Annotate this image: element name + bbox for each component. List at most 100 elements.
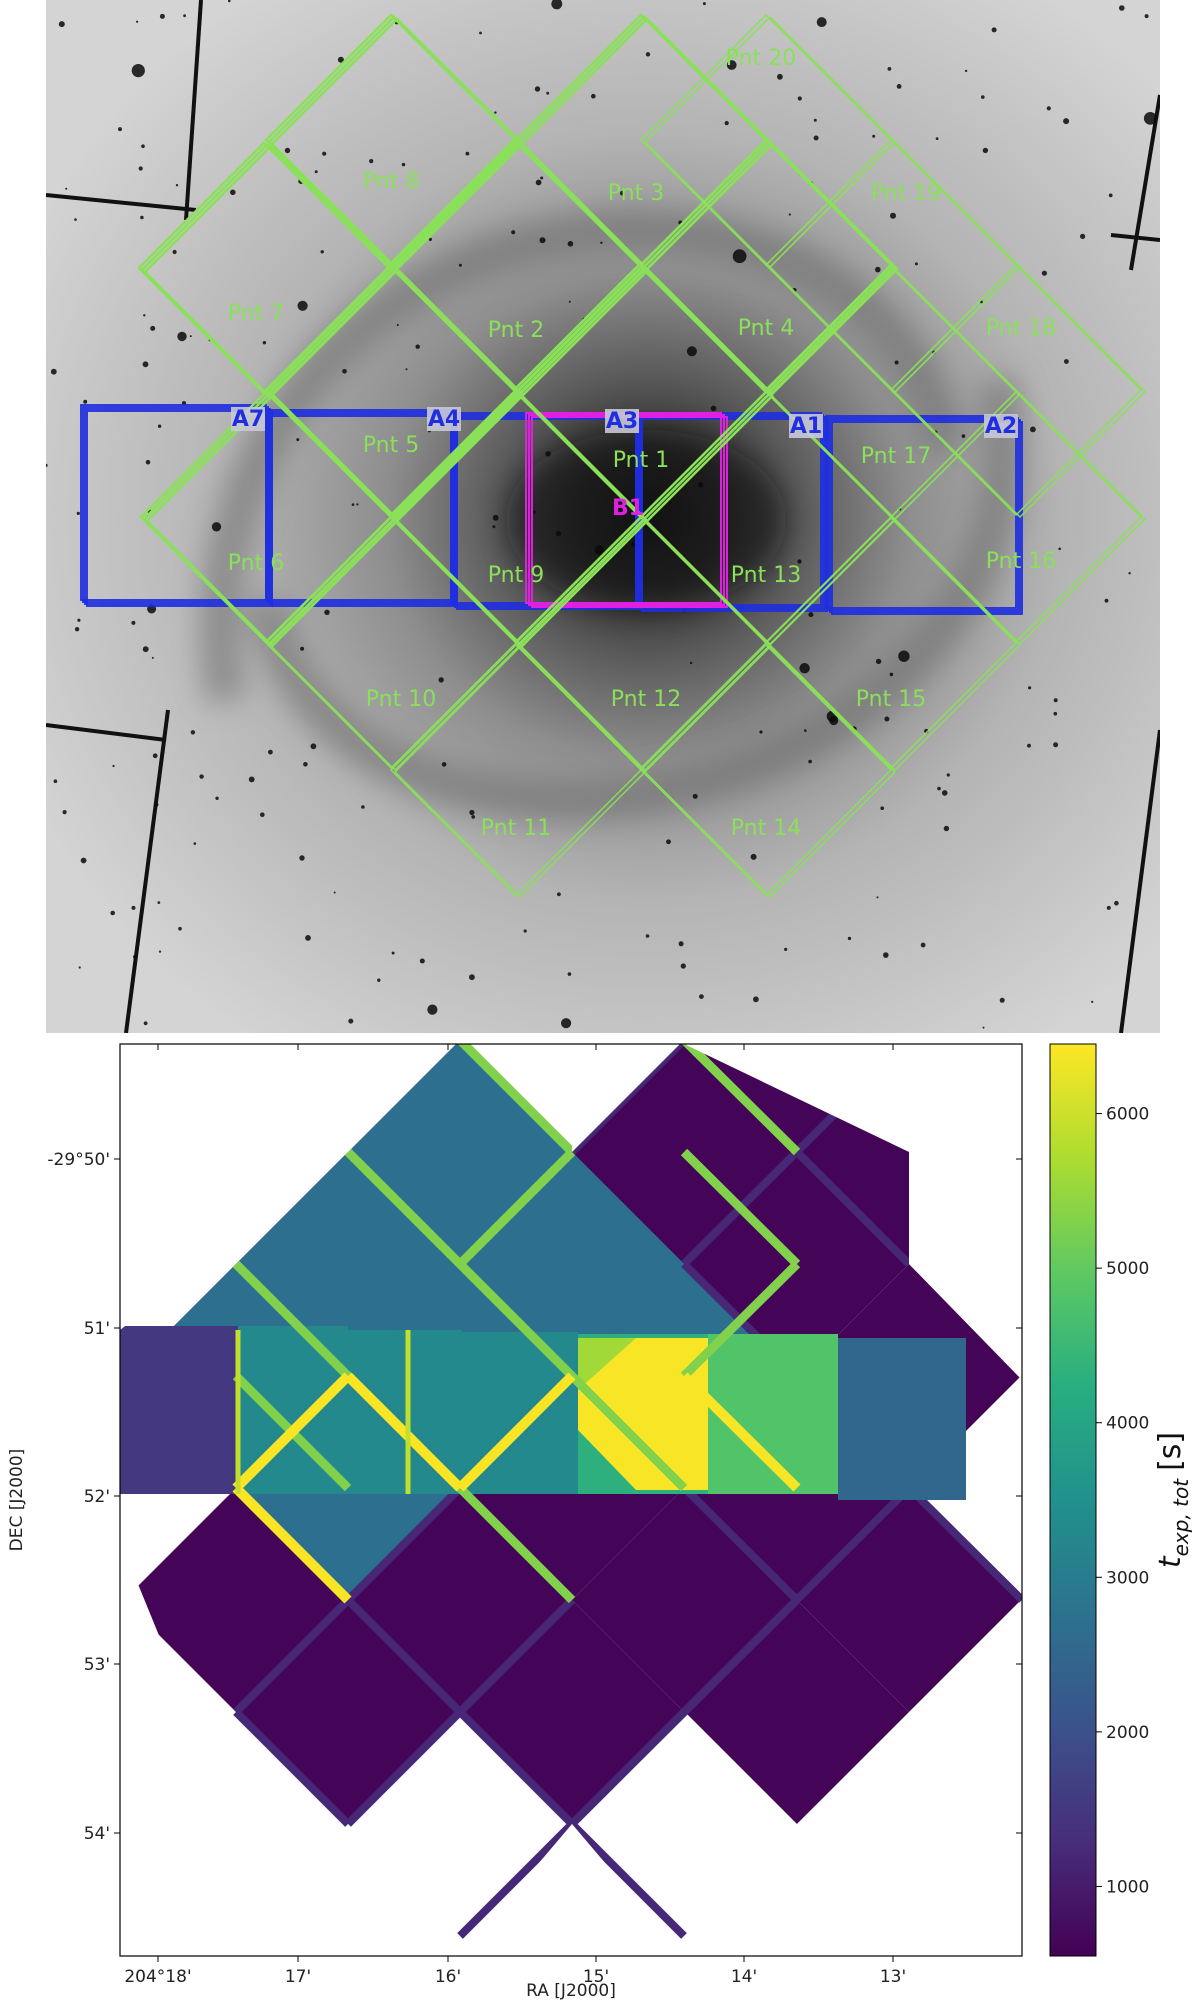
star [211, 522, 222, 532]
field-outline-blue [827, 417, 1019, 611]
y-tick-label: 52' [84, 1487, 110, 1507]
star [645, 52, 651, 57]
star [523, 929, 527, 933]
star [884, 716, 890, 722]
star [1027, 743, 1031, 748]
star [937, 786, 941, 791]
pointing-label: Pnt 15 [856, 687, 926, 712]
star [557, 892, 561, 897]
star [875, 658, 882, 665]
star [396, 324, 399, 326]
star [230, 189, 236, 196]
star [630, 542, 636, 548]
edge-markers [45, 0, 1162, 1034]
star [284, 147, 291, 154]
y-axis-ticks: -29°50' 51' 52' 53' 54' [47, 1150, 1022, 1844]
star [458, 263, 462, 267]
pointing-label: Pnt 17 [861, 444, 931, 469]
star [872, 134, 876, 138]
star [333, 891, 336, 894]
star [190, 730, 196, 735]
star [961, 434, 966, 438]
pointing-outline-thin [519, 519, 771, 771]
star [189, 335, 192, 338]
star [320, 250, 324, 254]
colorbar-label-main: t [1153, 1555, 1188, 1568]
pointing-label: Pnt 9 [488, 563, 544, 588]
pointing-labels: Pnt 1 Pnt 2 Pnt 3 Pnt 4 Pnt 5 Pnt 6 Pnt 7 Pnt 8… [228, 46, 1056, 841]
pointing-outline-thin [769, 519, 1021, 771]
star [534, 86, 541, 92]
pointing-label: Pnt 18 [986, 316, 1056, 341]
outside-mosaic [460, 1824, 684, 1956]
star [322, 151, 327, 156]
field-label-box [231, 407, 265, 431]
star [591, 93, 596, 99]
star [492, 514, 499, 521]
thick-pointings [137, 13, 899, 648]
star [669, 502, 672, 505]
star [941, 790, 948, 796]
pointing-label: Pnt 8 [363, 169, 419, 194]
star [540, 176, 544, 180]
star [324, 609, 330, 615]
overlap-seam [680, 1260, 801, 1380]
star [74, 218, 77, 221]
field-outline-blue [831, 421, 1023, 615]
exposure-map-panel: 204°18' 17' 16' 15' 14' 13' -29°50' 51' 52' 53' 5… [0, 1040, 1200, 2008]
x-axis-label: RA [J2000] [526, 1981, 616, 2001]
star [1028, 686, 1032, 690]
pointing-label: Pnt 1 [613, 448, 669, 473]
pointing-label: Pnt 12 [611, 687, 681, 712]
star [889, 672, 894, 677]
star [567, 972, 572, 976]
star [804, 729, 807, 732]
star [753, 996, 759, 1003]
star [131, 905, 136, 910]
star [898, 650, 910, 662]
star [150, 325, 156, 331]
field-label: A2 [985, 414, 1017, 439]
colorbar-tick-label: 6000 [1106, 1105, 1149, 1125]
star [702, 2, 706, 6]
overlap-seam [680, 1372, 801, 1492]
star [310, 743, 317, 750]
star [136, 20, 139, 23]
star [1064, 359, 1069, 364]
x-tick-label: 13' [880, 1967, 906, 1987]
colorbar-tick-label: 4000 [1106, 1414, 1149, 1434]
overlap-seam [456, 1372, 576, 1492]
star [65, 187, 68, 190]
overlap-seam [232, 1260, 352, 1380]
pointing-label: Pnt 4 [738, 316, 794, 341]
pointing-outline-thick [395, 394, 649, 648]
pointing-outline-thick [143, 145, 397, 399]
star [469, 809, 475, 816]
star [299, 855, 305, 861]
star [1119, 5, 1125, 11]
star [305, 935, 311, 941]
field-tile-right [838, 1338, 966, 1500]
star [479, 31, 482, 35]
star [152, 753, 158, 759]
star [710, 405, 717, 412]
star [76, 511, 80, 515]
star [419, 958, 425, 964]
star [1144, 14, 1149, 19]
colorbar-label-unit: [s] [1153, 1432, 1188, 1471]
star [1091, 1000, 1094, 1004]
star [50, 368, 57, 375]
star [1030, 426, 1036, 433]
overlap-seam [456, 1148, 576, 1268]
star [545, 451, 551, 457]
pointing-outline-thick [645, 142, 899, 396]
star [1106, 905, 1111, 910]
star [666, 839, 671, 845]
star [567, 241, 574, 247]
star [314, 170, 318, 174]
star [58, 21, 65, 28]
star [880, 806, 884, 810]
exposure-heatmap [120, 1044, 1022, 1956]
field-tile-left [120, 1326, 238, 1494]
star [777, 73, 783, 80]
